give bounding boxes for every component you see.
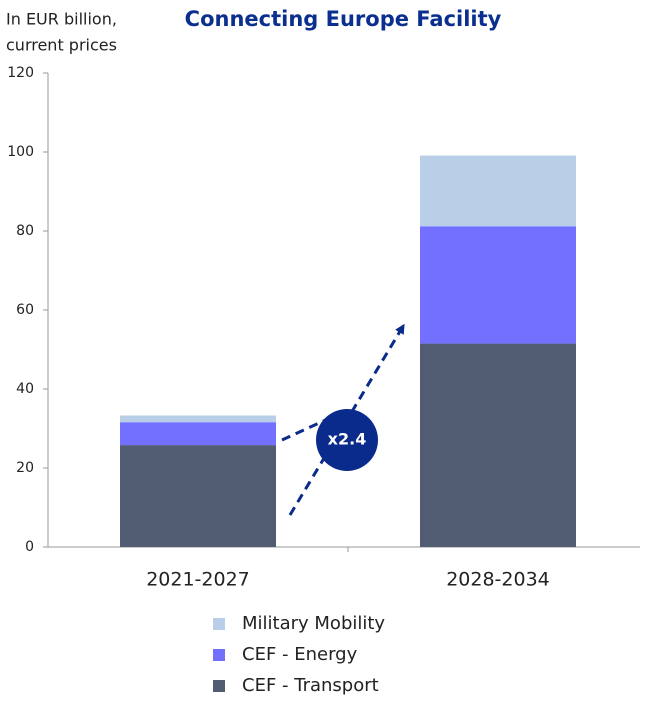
legend-label: Military Mobility bbox=[242, 613, 385, 634]
bar-segment bbox=[420, 155, 576, 227]
y-tick-label: 60 bbox=[16, 302, 34, 318]
arrow bbox=[281, 416, 331, 442]
y-tick-label: 20 bbox=[16, 460, 34, 476]
bar-segment bbox=[420, 343, 576, 547]
x-tick-label: 2021-2027 bbox=[146, 569, 250, 591]
y-tick-label: 80 bbox=[16, 223, 34, 239]
legend-label: CEF - Energy bbox=[242, 644, 358, 665]
chart-title: Connecting Europe Facility bbox=[185, 7, 502, 31]
y-tick-label: 100 bbox=[7, 144, 34, 160]
y-tick-label: 40 bbox=[16, 381, 34, 397]
legend-swatch bbox=[213, 618, 225, 630]
bar-segment bbox=[120, 422, 276, 446]
y-tick-label: 0 bbox=[25, 539, 34, 555]
legend-label: CEF - Transport bbox=[242, 675, 379, 696]
y-axis-label: In EUR billion, bbox=[6, 10, 117, 29]
badge bbox=[316, 409, 378, 471]
bar-segment bbox=[120, 445, 276, 547]
x-tick-label: 2028-2034 bbox=[446, 569, 550, 591]
legend-swatch bbox=[213, 680, 225, 692]
y-tick-label: 120 bbox=[7, 65, 34, 81]
plot: 0 20 40 60 80 100 120 2021-2027 2028-2034 CEF - T… bbox=[7, 65, 640, 696]
bar-segment bbox=[420, 226, 576, 344]
annotation: x2.4 bbox=[328, 430, 367, 449]
legend-swatch bbox=[213, 649, 225, 661]
bar-segment bbox=[120, 415, 276, 423]
y-axis-label: current prices bbox=[6, 36, 117, 55]
